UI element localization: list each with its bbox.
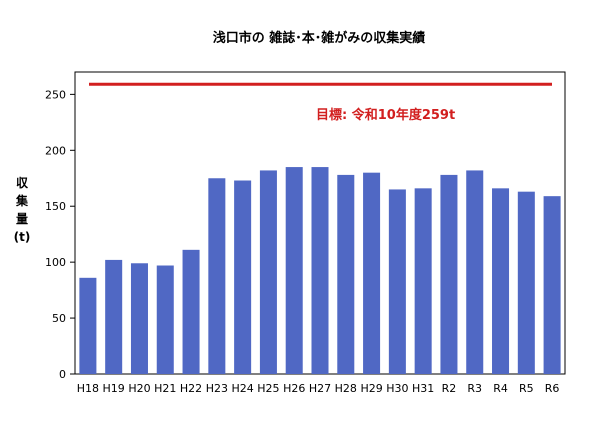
bar-R5 [517, 191, 535, 374]
x-tick-label: H23 [206, 382, 228, 395]
y-tick-label: 150 [45, 200, 66, 213]
x-tick-label: H21 [154, 382, 176, 395]
x-tick-label: H19 [103, 382, 125, 395]
y-label-char: 集 [15, 193, 29, 208]
x-tick-label: R5 [519, 382, 534, 395]
bar-H30 [388, 189, 406, 374]
bar-H18 [79, 277, 97, 374]
x-tick-label: H30 [386, 382, 408, 395]
bar-series [79, 167, 561, 374]
x-tick-label: H24 [231, 382, 253, 395]
bar-H20 [130, 263, 148, 374]
bar-H29 [363, 172, 381, 374]
x-tick-label: R2 [442, 382, 457, 395]
bar-H19 [105, 259, 123, 374]
bar-H25 [259, 170, 277, 374]
x-tick-label: H29 [360, 382, 382, 395]
x-tick-label: R3 [467, 382, 482, 395]
bar-H28 [337, 174, 355, 374]
bar-H27 [311, 167, 329, 374]
chart-title: 浅口市の 雑誌･本･雑がみの収集実績 [213, 30, 426, 46]
y-axis-ticks: 0 50 100 150 200 250 [45, 88, 75, 381]
bar-R2 [440, 174, 458, 374]
y-label-char: 収 [16, 176, 29, 190]
y-tick-label: 100 [45, 256, 66, 269]
bar-R3 [466, 170, 484, 374]
y-tick-label: 250 [45, 88, 66, 101]
bar-R4 [492, 188, 510, 374]
bar-H21 [156, 265, 174, 374]
bar-H22 [182, 249, 200, 374]
y-axis-label: 収集量 (t) [14, 176, 31, 244]
y-tick-label: 50 [52, 312, 66, 325]
x-tick-label: H26 [283, 382, 305, 395]
y-tick-label: 0 [59, 368, 66, 381]
x-tick-label: R4 [493, 382, 508, 395]
x-tick-label: H20 [128, 382, 150, 395]
bar-R6 [543, 196, 561, 374]
bar-H23 [208, 178, 226, 374]
x-tick-label: R6 [545, 382, 560, 395]
x-tick-label: H18 [77, 382, 99, 395]
x-tick-label: H27 [309, 382, 331, 395]
bar-H24 [234, 180, 252, 374]
x-tick-label: H22 [180, 382, 202, 395]
y-label-char: 量 [16, 212, 28, 226]
x-tick-label: H25 [257, 382, 279, 395]
bar-H26 [285, 167, 303, 374]
y-tick-label: 200 [45, 144, 66, 157]
target-label: 目標: 令和10年度259t [316, 107, 455, 123]
y-label-char: (t) [14, 230, 31, 244]
bar-H31 [414, 188, 432, 374]
x-axis-ticks: H18 H19 H20 H21 H22 H23 H24 H25 H26 H27 H28 H29 H30 H… [77, 382, 560, 395]
x-tick-label: H31 [412, 382, 434, 395]
x-tick-label: H28 [335, 382, 357, 395]
